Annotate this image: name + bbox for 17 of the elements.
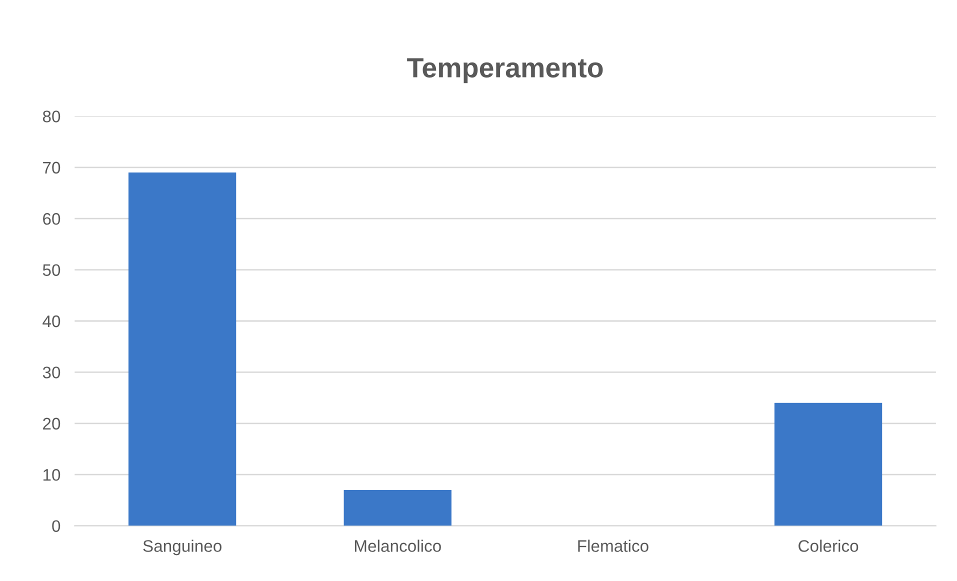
chart-title: Temperamento — [407, 58, 603, 84]
y-tick-label: 30 — [42, 366, 60, 378]
y-tick-label: 10 — [43, 469, 60, 481]
y-tick-label: 40 — [42, 315, 60, 328]
y-tick-label: 70 — [43, 162, 60, 174]
y-tick-label: 80 — [42, 110, 60, 122]
x-tick-label: Melancolico — [355, 540, 441, 552]
x-tick-label: Flematico — [578, 540, 648, 552]
bar — [344, 490, 452, 526]
x-tick-label: Colerico — [798, 540, 858, 552]
bar — [774, 402, 882, 526]
x-tick-label: Sanguineo — [143, 540, 222, 556]
bar — [128, 172, 236, 526]
y-tick-label: 20 — [43, 418, 60, 430]
y-tick-label: 60 — [43, 213, 60, 225]
y-tick-label: 0 — [52, 520, 60, 532]
y-tick-label: 50 — [42, 264, 60, 276]
